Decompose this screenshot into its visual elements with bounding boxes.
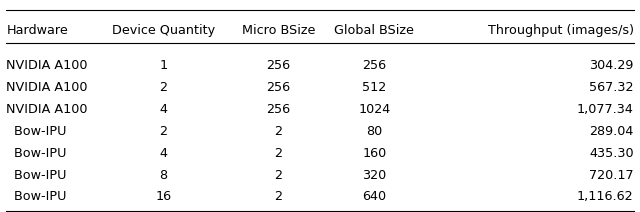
Text: Device Quantity: Device Quantity [111,24,215,37]
Text: Bow-IPU: Bow-IPU [6,190,67,203]
Text: NVIDIA A100: NVIDIA A100 [6,59,88,72]
Text: 4: 4 [159,103,167,116]
Text: 1: 1 [159,59,167,72]
Text: 720.17: 720.17 [589,169,634,181]
Text: 640: 640 [362,190,387,203]
Text: 320: 320 [362,169,387,181]
Text: Bow-IPU: Bow-IPU [6,147,67,160]
Text: 1,077.34: 1,077.34 [577,103,634,116]
Text: Throughput (images/s): Throughput (images/s) [488,24,634,37]
Text: 4: 4 [159,147,167,160]
Text: Global BSize: Global BSize [335,24,414,37]
Text: 289.04: 289.04 [589,125,634,138]
Text: 80: 80 [366,125,383,138]
Text: NVIDIA A100: NVIDIA A100 [6,81,88,94]
Text: 2: 2 [159,125,167,138]
Text: Hardware: Hardware [6,24,68,37]
Text: 160: 160 [362,147,387,160]
Text: NVIDIA A100: NVIDIA A100 [6,103,88,116]
Text: 256: 256 [266,81,291,94]
Text: Micro BSize: Micro BSize [242,24,315,37]
Text: 2: 2 [159,81,167,94]
Text: 8: 8 [159,169,167,181]
Text: 304.29: 304.29 [589,59,634,72]
Text: 2: 2 [275,125,282,138]
Text: 256: 256 [266,103,291,116]
Text: 435.30: 435.30 [589,147,634,160]
Text: 16: 16 [155,190,172,203]
Text: 1024: 1024 [358,103,390,116]
Text: 512: 512 [362,81,387,94]
Text: 567.32: 567.32 [589,81,634,94]
Text: 256: 256 [266,59,291,72]
Text: 2: 2 [275,169,282,181]
Text: Bow-IPU: Bow-IPU [6,169,67,181]
Text: 2: 2 [275,190,282,203]
Text: Bow-IPU: Bow-IPU [6,125,67,138]
Text: 256: 256 [362,59,387,72]
Text: 2: 2 [275,147,282,160]
Text: 1,116.62: 1,116.62 [577,190,634,203]
